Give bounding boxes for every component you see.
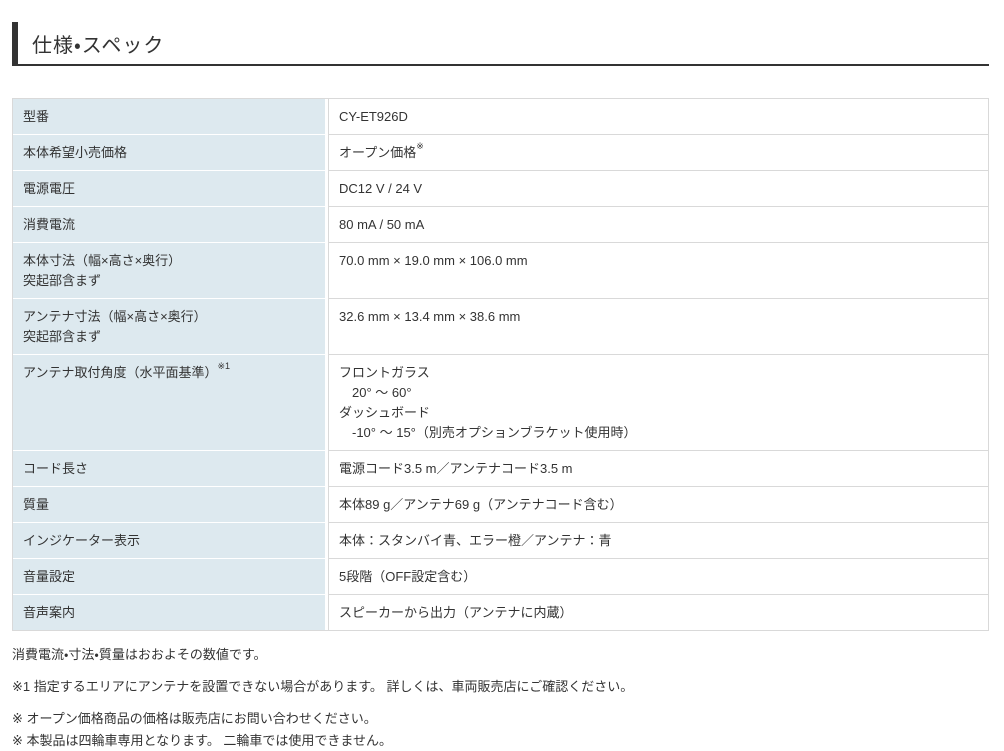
spec-value-line: ダッシュボード	[339, 405, 431, 420]
spec-table-body: 型番 CY-ET926D 本体希望小売価格 オープン価格※ 電源電圧 DC12 V / 2…	[13, 99, 988, 630]
spec-label-cell: 本体希望小売価格	[13, 135, 328, 171]
spec-label-line: インジケーター表示	[23, 533, 141, 548]
spec-label-line: 突起部含まず	[23, 273, 102, 288]
spec-row: 本体寸法（幅×高さ×奥行） 突起部含まず 70.0 mm × 19.0 mm × 1…	[13, 243, 988, 299]
footnote: 消費電流・寸法・質量はおおよその数値です。	[12, 647, 267, 662]
header-accent-bar	[12, 22, 18, 64]
spec-value-cell: 本体：スタンバイ青、エラー橙／アンテナ：青	[328, 523, 988, 559]
section-header: 仕様・スペック	[12, 22, 989, 66]
spec-value-cell: 5段階（OFF設定含む）	[328, 559, 988, 595]
spec-value-cell: 電源コード3.5 m／アンテナコード3.5 m	[328, 451, 988, 487]
spec-label-cell: コード長さ	[13, 451, 328, 487]
spec-label-line: 突起部含まず	[23, 329, 102, 344]
spec-row: 型番 CY-ET926D	[13, 99, 988, 135]
spec-row: 本体希望小売価格 オープン価格※	[13, 135, 988, 171]
spec-value-cell: スピーカーから出力（アンテナに内蔵）	[328, 595, 988, 630]
spec-row: 音声案内 スピーカーから出力（アンテナに内蔵）	[13, 595, 988, 630]
spec-label-cell: 電源電圧	[13, 171, 328, 207]
spec-value-cell: 本体89 g／アンテナ69 g（アンテナコード含む）	[328, 487, 988, 523]
spec-value-line: 80 mA / 50 mA	[339, 217, 425, 232]
spec-value-cell: CY-ET926D	[328, 99, 988, 135]
spec-row: インジケーター表示 本体：スタンバイ青、エラー橙／アンテナ：青	[13, 523, 988, 559]
spec-label-line: アンテナ寸法（幅×高さ×奥行）	[23, 309, 207, 324]
spec-label-cell: 本体寸法（幅×高さ×奥行） 突起部含まず	[13, 243, 328, 299]
spec-label-cell: 型番	[13, 99, 328, 135]
spec-value-line: 本体：スタンバイ青、エラー橙／アンテナ：青	[339, 533, 612, 548]
spec-label-line: 音量設定	[23, 569, 76, 584]
spec-table: 型番 CY-ET926D 本体希望小売価格 オープン価格※ 電源電圧 DC12 V / 2…	[12, 98, 989, 631]
spec-value-line: 5段階（OFF設定含む）	[339, 569, 477, 584]
spec-label-line: 音声案内	[23, 605, 76, 620]
spec-label-cell: 音声案内	[13, 595, 328, 630]
spec-value-cell: 70.0 mm × 19.0 mm × 106.0 mm	[328, 243, 988, 299]
spec-label-cell: インジケーター表示	[13, 523, 328, 559]
spec-label-line: 本体寸法（幅×高さ×奥行）	[23, 253, 182, 268]
footnote: ※ オープン価格商品の価格は販売店にお問い合わせください。	[12, 711, 377, 726]
spec-label-cell: 音量設定	[13, 559, 328, 595]
spec-label-line: アンテナ取付角度（水平面基準）※1	[23, 361, 231, 381]
spec-row: アンテナ取付角度（水平面基準）※1 フロントガラス 20° ～ 60° ダッシュボード…	[13, 355, 988, 451]
spec-label-line: コード長さ	[23, 461, 89, 476]
spec-value-line: 本体89 g／アンテナ69 g（アンテナコード含む）	[339, 497, 623, 512]
spec-row: アンテナ寸法（幅×高さ×奥行） 突起部含まず 32.6 mm × 13.4 mm ×…	[13, 299, 988, 355]
footnote-marker: ※1	[217, 361, 231, 371]
spec-value-line: CY-ET926D	[339, 109, 408, 124]
spec-value-line: 20° ～ 60°	[352, 385, 412, 400]
spec-row: 音量設定 5段階（OFF設定含む）	[13, 559, 988, 595]
spec-value-cell: 80 mA / 50 mA	[328, 207, 988, 243]
footnote: ※1 指定するエリアにアンテナを設置できない場合があります。 詳しくは、車両販売…	[12, 679, 634, 694]
spec-label-line: 本体希望小売価格	[23, 145, 128, 160]
spec-value-line: オープン価格※	[339, 141, 424, 161]
spec-value-line: 70.0 mm × 19.0 mm × 106.0 mm	[339, 253, 528, 268]
spec-label-cell: アンテナ取付角度（水平面基準）※1	[13, 355, 328, 451]
spec-value-line: スピーカーから出力（アンテナに内蔵）	[339, 605, 573, 620]
spec-label-line: 質量	[23, 497, 50, 512]
spec-row: コード長さ 電源コード3.5 m／アンテナコード3.5 m	[13, 451, 988, 487]
spec-label-line: 型番	[23, 109, 50, 124]
spec-value-cell: フロントガラス 20° ～ 60° ダッシュボード -10° ～ 15°（別売オプショ…	[328, 355, 988, 451]
page-title: 仕様・スペック	[32, 34, 165, 57]
spec-label-cell: 消費電流	[13, 207, 328, 243]
spec-value-line: フロントガラス	[339, 365, 430, 380]
spec-value-cell: 32.6 mm × 13.4 mm × 38.6 mm	[328, 299, 988, 355]
spec-value-line: 32.6 mm × 13.4 mm × 38.6 mm	[339, 309, 521, 324]
footnotes: 消費電流・寸法・質量はおおよその数値です。 ※1 指定するエリアにアンテナを設置で…	[12, 645, 989, 751]
spec-value-cell: DC12 V / 24 V	[328, 171, 988, 207]
spec-label-line: 消費電流	[23, 217, 76, 232]
footnote: ※ 本製品は四輪車専用となります。 二輪車では使用できません。	[12, 733, 393, 748]
spec-value-line: 電源コード3.5 m／アンテナコード3.5 m	[339, 461, 573, 476]
spec-row: 電源電圧 DC12 V / 24 V	[13, 171, 988, 207]
spec-value-cell: オープン価格※	[328, 135, 988, 171]
spec-row: 消費電流 80 mA / 50 mA	[13, 207, 988, 243]
spec-label-cell: アンテナ寸法（幅×高さ×奥行） 突起部含まず	[13, 299, 328, 355]
spec-row: 質量 本体89 g／アンテナ69 g（アンテナコード含む）	[13, 487, 988, 523]
spec-value-line: DC12 V / 24 V	[339, 181, 423, 196]
spec-value-line: -10° ～ 15°（別売オプションブラケット使用時）	[352, 425, 637, 440]
spec-label-line: 電源電圧	[23, 181, 76, 196]
spec-label-cell: 質量	[13, 487, 328, 523]
footnote-marker: ※	[416, 141, 424, 151]
spec-section: 仕様・スペック 型番 CY-ET926D 本体希望小売価格 オープン価格※ 電源電圧 DC…	[12, 22, 989, 751]
